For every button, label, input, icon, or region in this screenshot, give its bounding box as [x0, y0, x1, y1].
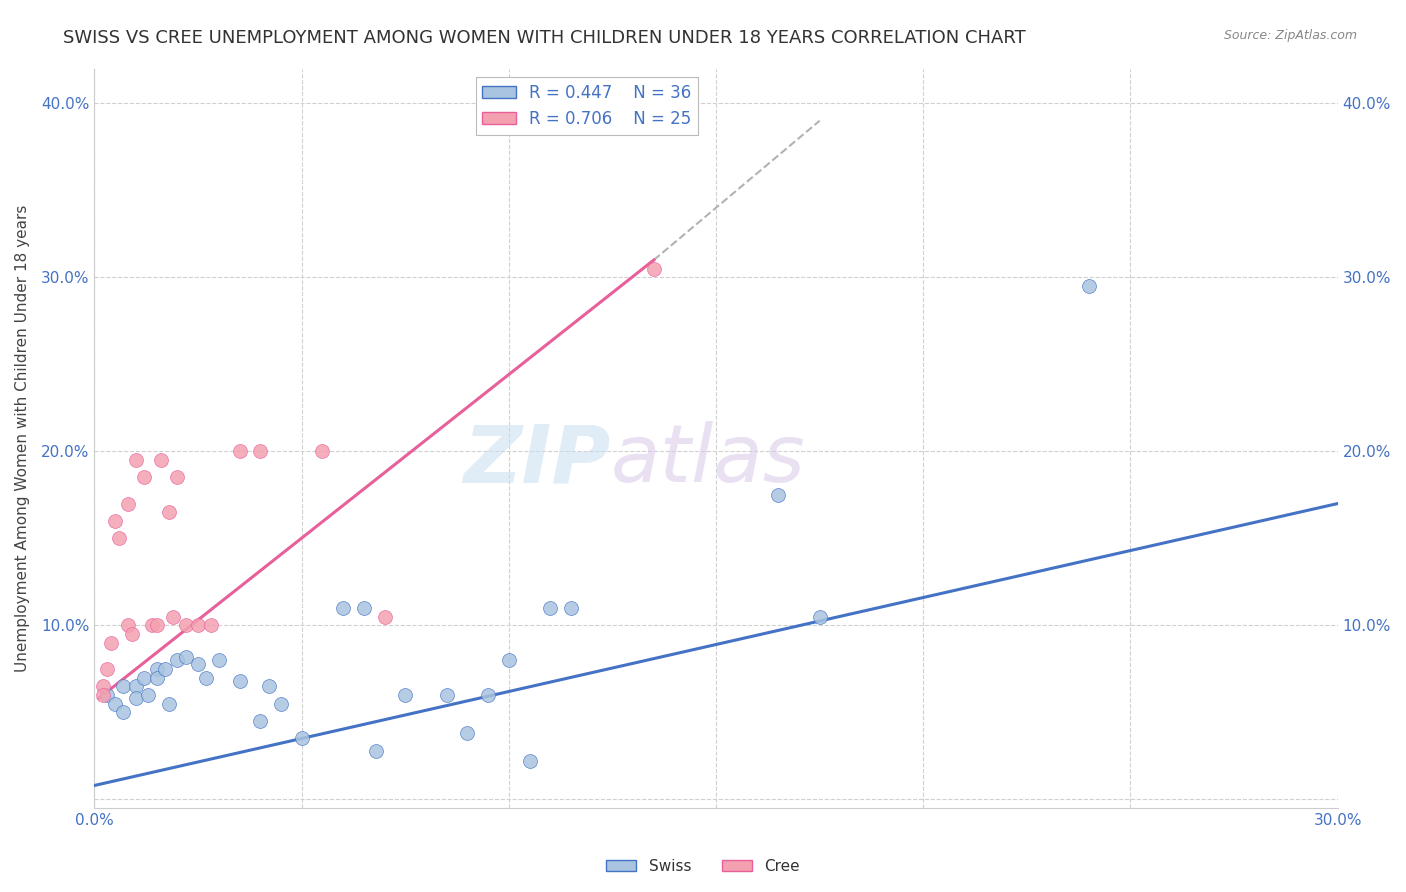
Point: [228, 674, 250, 689]
Point: [112, 706, 135, 720]
Point: [174, 618, 197, 632]
Point: [766, 488, 789, 502]
Point: [195, 671, 218, 685]
Point: [187, 657, 209, 671]
Y-axis label: Unemployment Among Women with Children Under 18 years: Unemployment Among Women with Children U…: [15, 204, 30, 672]
Point: [291, 731, 314, 746]
Point: [166, 470, 188, 484]
Point: [100, 636, 122, 650]
Point: [808, 609, 831, 624]
Point: [157, 697, 180, 711]
Point: [456, 726, 478, 740]
Point: [477, 688, 499, 702]
Point: [374, 609, 396, 624]
Point: [200, 618, 222, 632]
Point: [157, 505, 180, 519]
Point: [394, 688, 416, 702]
Point: [332, 601, 354, 615]
Legend: R = 0.447    N = 36, R = 0.706    N = 25: R = 0.447 N = 36, R = 0.706 N = 25: [475, 77, 697, 135]
Text: Source: ZipAtlas.com: Source: ZipAtlas.com: [1223, 29, 1357, 43]
Point: [141, 618, 163, 632]
Point: [153, 662, 176, 676]
Point: [498, 653, 520, 667]
Point: [228, 444, 250, 458]
Point: [96, 688, 118, 702]
Point: [117, 497, 139, 511]
Point: [270, 697, 292, 711]
Point: [91, 679, 114, 693]
Point: [145, 662, 167, 676]
Point: [125, 453, 148, 467]
Point: [436, 688, 458, 702]
Point: [145, 618, 167, 632]
Text: atlas: atlas: [610, 422, 806, 500]
Point: [134, 671, 156, 685]
Point: [125, 691, 148, 706]
Point: [174, 649, 197, 664]
Point: [121, 627, 143, 641]
Point: [96, 662, 118, 676]
Point: [104, 697, 127, 711]
Text: ZIP: ZIP: [463, 422, 610, 500]
Point: [108, 532, 131, 546]
Point: [117, 618, 139, 632]
Point: [149, 453, 172, 467]
Point: [366, 744, 388, 758]
Point: [257, 679, 280, 693]
Point: [249, 444, 271, 458]
Point: [138, 688, 160, 702]
Point: [643, 261, 665, 276]
Point: [538, 601, 561, 615]
Point: [519, 754, 541, 768]
Point: [112, 679, 135, 693]
Point: [91, 688, 114, 702]
Text: SWISS VS CREE UNEMPLOYMENT AMONG WOMEN WITH CHILDREN UNDER 18 YEARS CORRELATION : SWISS VS CREE UNEMPLOYMENT AMONG WOMEN W…: [63, 29, 1026, 47]
Point: [1078, 279, 1101, 293]
Point: [162, 609, 184, 624]
Point: [560, 601, 582, 615]
Point: [187, 618, 209, 632]
Point: [249, 714, 271, 728]
Point: [104, 514, 127, 528]
Point: [166, 653, 188, 667]
Point: [208, 653, 231, 667]
Point: [353, 601, 375, 615]
Point: [125, 679, 148, 693]
Point: [134, 470, 156, 484]
Legend: Swiss, Cree: Swiss, Cree: [600, 853, 806, 880]
Point: [311, 444, 333, 458]
Point: [145, 671, 167, 685]
